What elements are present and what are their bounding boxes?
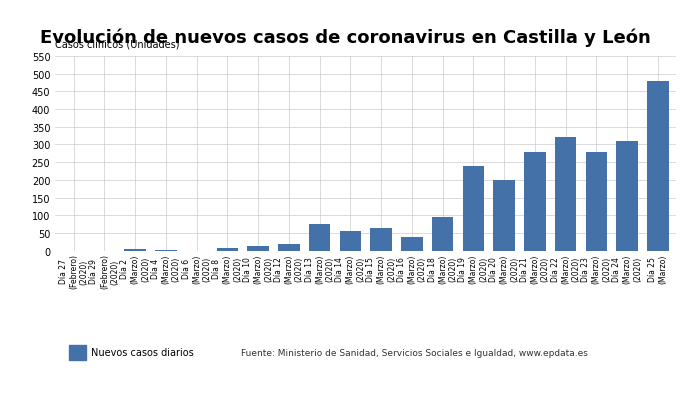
Bar	[524, 153, 546, 251]
Text: Fuente: Ministerio de Sanidad, Servicios Sociales e Igualdad, www.epdata.es: Fuente: Ministerio de Sanidad, Servicios…	[241, 348, 589, 357]
Text: Evolución de nuevos casos de coronavirus en Castilla y León: Evolución de nuevos casos de coronavirus…	[39, 28, 651, 47]
Bar	[278, 244, 299, 251]
Bar	[555, 138, 576, 251]
Bar	[616, 141, 638, 251]
Text: Casos clínicos (Unidades): Casos clínicos (Unidades)	[55, 40, 179, 51]
Bar	[124, 249, 146, 251]
Text: Nuevos casos diarios: Nuevos casos diarios	[91, 347, 194, 357]
Bar	[647, 82, 669, 251]
Bar	[493, 180, 515, 251]
Bar	[586, 153, 607, 251]
Bar	[401, 237, 422, 251]
Bar	[339, 232, 361, 251]
Bar	[309, 225, 331, 251]
Bar	[155, 250, 177, 251]
Bar	[247, 247, 269, 251]
Bar	[371, 228, 392, 251]
Bar	[432, 217, 453, 251]
Bar	[462, 167, 484, 251]
Bar	[217, 248, 238, 251]
